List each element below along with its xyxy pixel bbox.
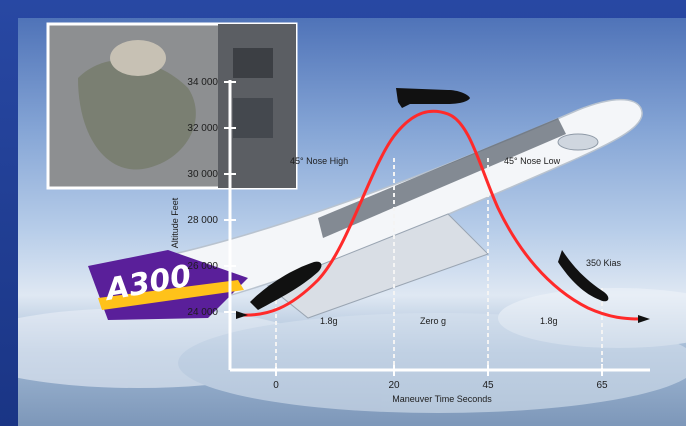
x-tick-label: 0 — [273, 380, 279, 391]
y-tick-label: 28 000 — [187, 215, 218, 226]
phase-guides — [275, 158, 603, 368]
cabin-photo-inset — [46, 22, 298, 190]
x-tick-label: 65 — [596, 380, 608, 391]
plane-silhouette-icon — [250, 88, 609, 310]
nose-high-label: 45° Nose High — [290, 156, 348, 166]
speed-label: 350 Kias — [586, 258, 622, 268]
y-tick-label: 26 000 — [187, 261, 218, 272]
y-tick-label: 32 000 — [187, 123, 218, 134]
y-tick-label: 30 000 — [187, 169, 218, 180]
zero-g-label: Zero g — [420, 316, 446, 326]
x-tick-label: 20 — [388, 380, 400, 391]
x-axis-label: Maneuver Time Seconds — [392, 394, 492, 404]
y-tick-label: 34 000 — [187, 77, 218, 88]
clouds-decoration — [18, 288, 686, 413]
y-tick-label: 24 000 — [187, 307, 218, 318]
x-tick-label: 45 — [482, 380, 494, 391]
parabola-trajectory — [241, 109, 641, 321]
a300-fuselage: A300 — [88, 98, 643, 320]
axes: 24 000 26 000 28 000 30 000 32 000 34 000 0 20… — [170, 77, 650, 404]
y-axis-label: Altitude Feet — [170, 197, 180, 248]
end-arrow-icon — [638, 315, 650, 323]
pull-out-g-label: 1.8g — [540, 316, 558, 326]
nose-low-label: 45° Nose Low — [504, 156, 561, 166]
a300-aircraft-photo: A300 24 000 26 000 28 000 30 000 32 000 34 00… — [18, 18, 686, 426]
pull-up-g-label: 1.8g — [320, 316, 338, 326]
start-arrow-icon — [236, 311, 248, 319]
livery-stripe — [98, 280, 244, 310]
parabolic-flight-diagram: A300 24 000 26 000 28 000 30 000 32 000 34 00… — [18, 22, 686, 413]
